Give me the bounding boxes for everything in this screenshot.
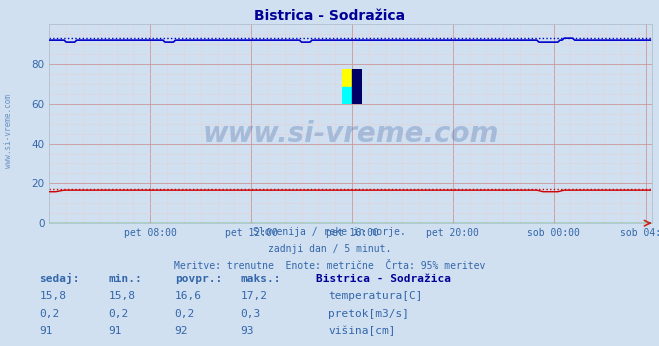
Text: Bistrica - Sodražica: Bistrica - Sodražica: [254, 9, 405, 22]
Text: povpr.:: povpr.:: [175, 274, 222, 284]
Text: 92: 92: [175, 326, 188, 336]
Text: Bistrica - Sodražica: Bistrica - Sodražica: [316, 274, 451, 284]
Text: 17,2: 17,2: [241, 291, 268, 301]
Text: 15,8: 15,8: [109, 291, 136, 301]
Text: maks.:: maks.:: [241, 274, 281, 284]
Text: www.si-vreme.com: www.si-vreme.com: [4, 94, 13, 169]
Bar: [352, 69, 362, 104]
Text: 93: 93: [241, 326, 254, 336]
Bar: [342, 86, 352, 104]
Text: Meritve: trenutne  Enote: metrične  Črta: 95% meritev: Meritve: trenutne Enote: metrične Črta: …: [174, 261, 485, 271]
Text: 16,6: 16,6: [175, 291, 202, 301]
Text: 0,3: 0,3: [241, 309, 261, 319]
Text: 15,8: 15,8: [40, 291, 67, 301]
Bar: [342, 69, 352, 86]
Text: 0,2: 0,2: [109, 309, 129, 319]
Text: zadnji dan / 5 minut.: zadnji dan / 5 minut.: [268, 244, 391, 254]
Text: 0,2: 0,2: [175, 309, 195, 319]
Text: pretok[m3/s]: pretok[m3/s]: [328, 309, 409, 319]
Text: 91: 91: [109, 326, 122, 336]
Text: 0,2: 0,2: [40, 309, 60, 319]
Text: min.:: min.:: [109, 274, 142, 284]
Text: višina[cm]: višina[cm]: [328, 326, 395, 336]
Text: www.si-vreme.com: www.si-vreme.com: [203, 120, 499, 148]
Text: 91: 91: [40, 326, 53, 336]
Text: temperatura[C]: temperatura[C]: [328, 291, 422, 301]
Text: Slovenija / reke in morje.: Slovenija / reke in morje.: [253, 227, 406, 237]
Text: sedaj:: sedaj:: [40, 273, 80, 284]
